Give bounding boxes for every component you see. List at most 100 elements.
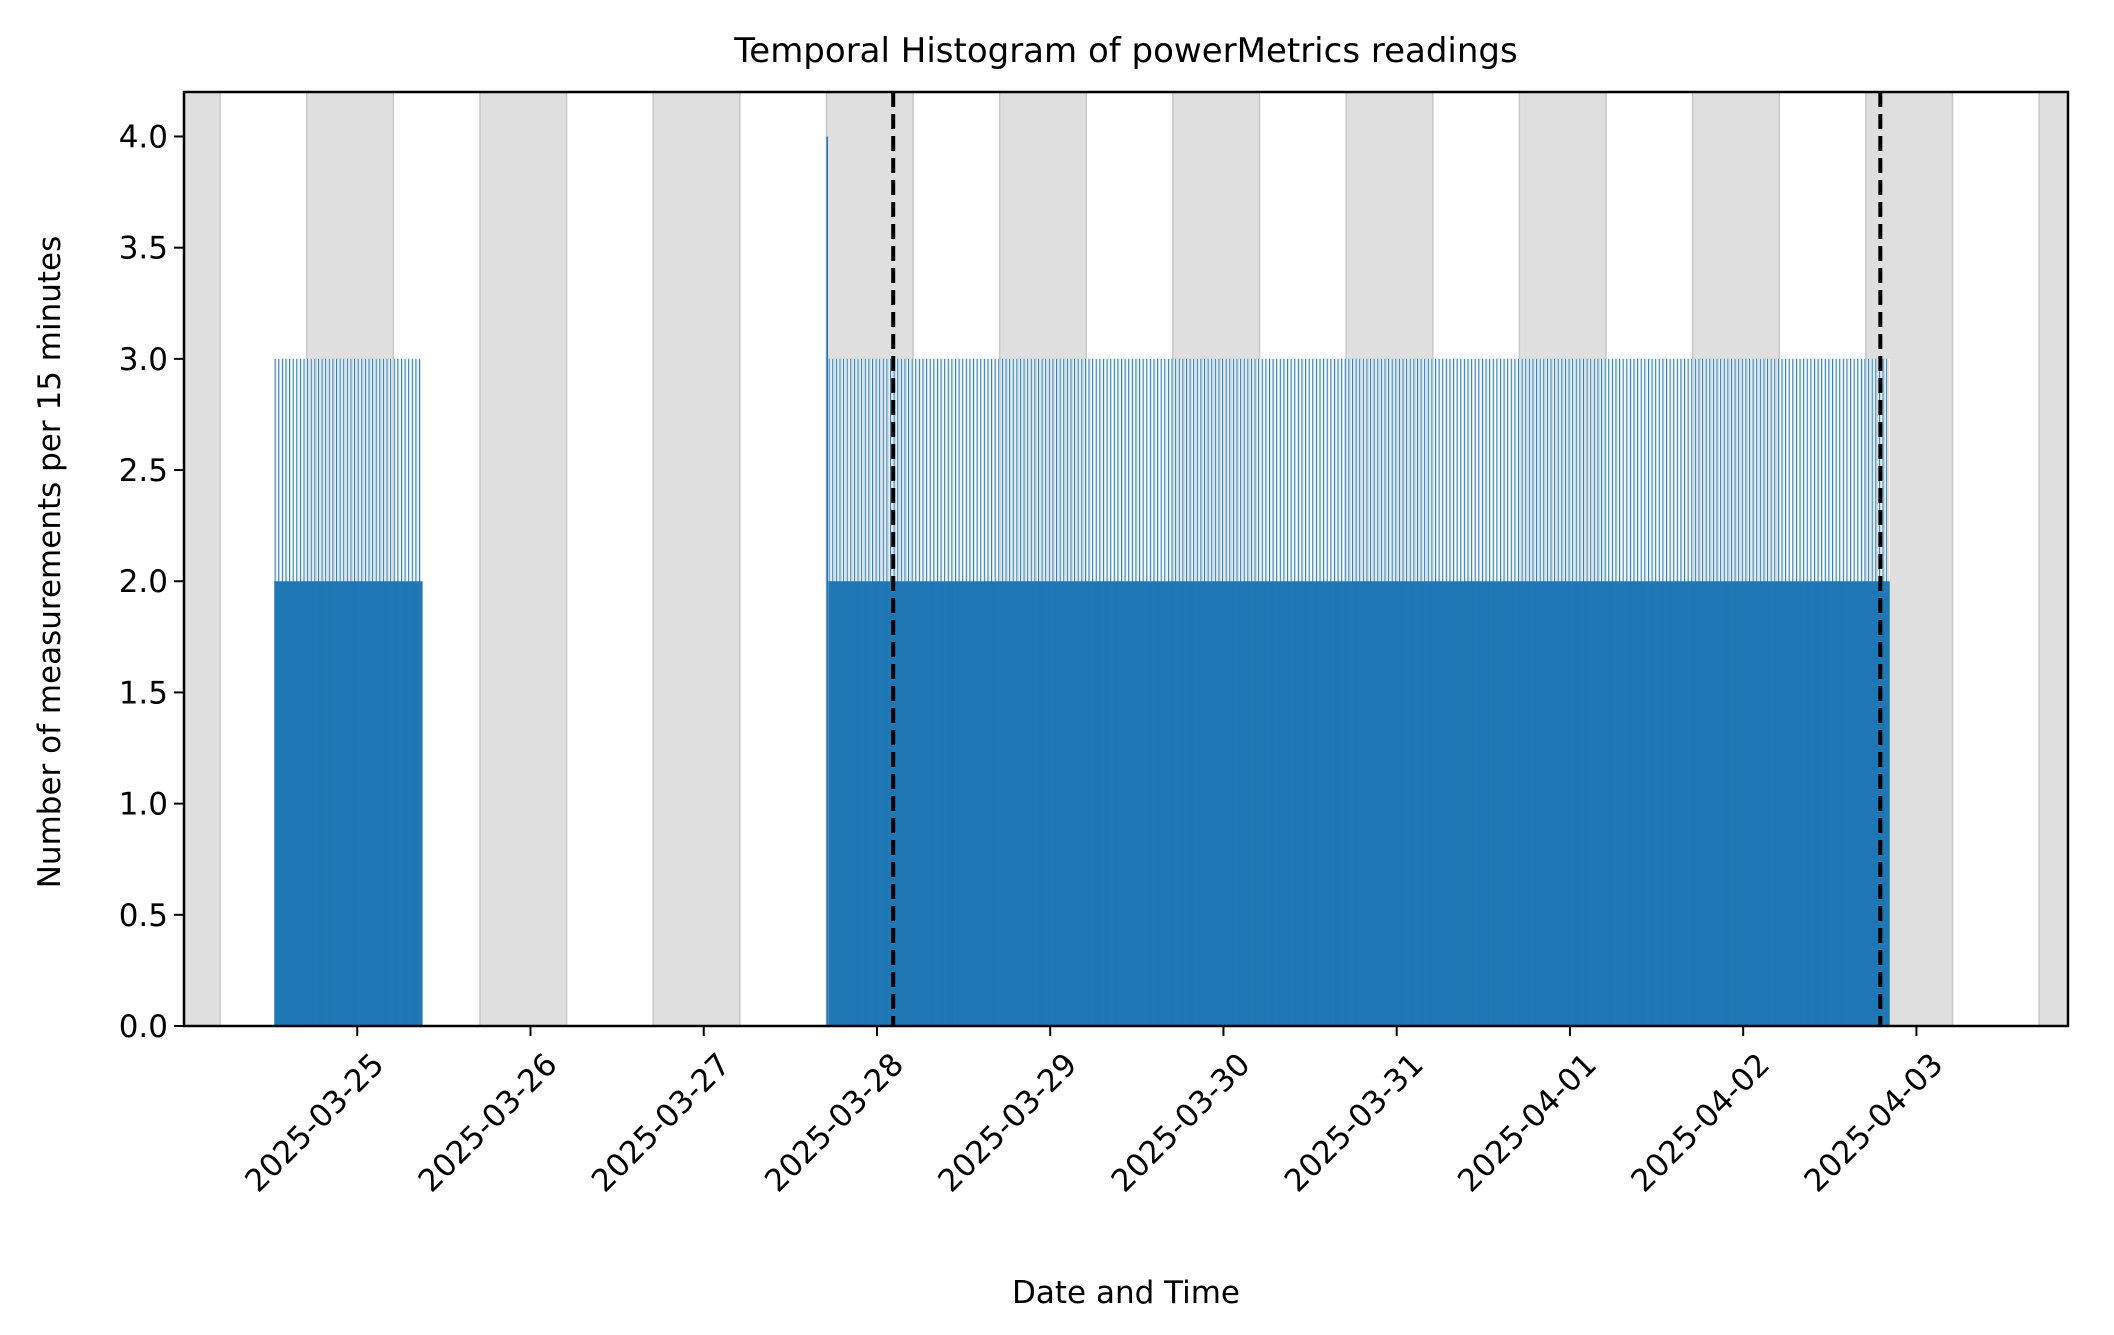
histogram-bar [1748,358,1751,1026]
histogram-bar [1070,358,1073,1026]
histogram-bar [1234,581,1237,1026]
histogram-bar [1665,358,1668,1026]
histogram-bar [1068,581,1071,1026]
histogram-bar [828,358,831,1026]
histogram-bar [976,358,979,1026]
histogram-bar [1322,358,1325,1026]
histogram-bar [1268,358,1271,1026]
histogram-bar [1418,581,1421,1026]
histogram-bar [1486,581,1490,1026]
histogram-bar [1158,581,1161,1026]
histogram-bar [1048,358,1051,1026]
histogram-bar [840,581,844,1026]
histogram-bar [1288,581,1291,1026]
histogram-bar [1113,358,1116,1026]
histogram-bar [1385,581,1389,1026]
histogram-bar [1190,581,1194,1026]
histogram-bar [1145,358,1149,1026]
histogram-bar [1360,581,1363,1026]
histogram-bar [1400,581,1403,1026]
histogram-bar [1578,358,1582,1026]
histogram-bar [1609,581,1612,1026]
histogram-bar [357,358,360,1026]
histogram-bar [330,581,333,1026]
histogram-bar [1196,358,1199,1026]
histogram-bar [1387,358,1390,1026]
histogram-bar [1349,581,1352,1026]
histogram-bar [1216,581,1219,1026]
histogram-bar [1223,581,1226,1026]
histogram-bar [1611,358,1614,1026]
x-tick-label: 2025-03-29 [931,1047,1084,1200]
histogram-bar [1026,358,1029,1026]
histogram-bar [920,581,923,1026]
histogram-bar [940,358,943,1026]
histogram-bar [909,581,912,1026]
histogram-bar [1324,581,1327,1026]
histogram-bar [1847,581,1851,1026]
histogram-bar [1449,358,1452,1026]
histogram-bar [1279,358,1282,1026]
histogram-bar [929,358,932,1026]
histogram-bar [274,358,277,1026]
histogram-bar [1353,581,1356,1026]
histogram-bar [1445,358,1448,1026]
histogram-bar [1338,581,1342,1026]
histogram-bar [1023,358,1026,1026]
histogram-bar [1856,358,1860,1026]
histogram-bar [362,581,365,1026]
histogram-bar [1131,358,1134,1026]
histogram-bar [1528,358,1531,1026]
histogram-bar [895,581,898,1026]
histogram-bar [1627,581,1630,1026]
histogram-bar [974,581,977,1026]
histogram-bar [1057,581,1060,1026]
histogram-bar [1165,581,1168,1026]
y-tick-label: 0.5 [119,898,168,934]
histogram-bar [1098,358,1102,1026]
histogram-bar [1741,358,1744,1026]
histogram-bar [1643,358,1647,1026]
histogram-bar [1286,358,1289,1026]
histogram-bar [918,358,921,1026]
histogram-bar [1052,358,1055,1026]
histogram-bar [1209,581,1212,1026]
histogram-bar [1427,358,1430,1026]
histogram-bar [1743,581,1746,1026]
histogram-bar [1510,358,1513,1026]
histogram-bar [333,581,336,1026]
histogram-bar [1770,358,1773,1026]
y-tick-label: 2.0 [119,564,168,600]
histogram-bar [1873,581,1876,1026]
x-axis-label: Date and Time [1012,1275,1240,1311]
y-axis-ticks: 0.0 0.5 1.0 1.5 2.0 2.5 3.0 3.5 4.0 [119,119,184,1045]
histogram-bar [905,581,909,1026]
histogram-bar [1577,581,1580,1026]
histogram-bar [1181,358,1185,1026]
histogram-bar [1625,358,1629,1026]
histogram-bar [1775,581,1778,1026]
histogram-bar [1006,581,1010,1026]
histogram-bar [286,581,290,1026]
histogram-bar [1849,358,1852,1026]
histogram-bar [283,581,286,1026]
histogram-bar [885,358,889,1026]
y-tick-label: 2.5 [119,453,168,489]
histogram-bar [1618,358,1621,1026]
histogram-bar [1779,581,1782,1026]
histogram-bar [405,581,409,1026]
histogram-bar [1266,581,1269,1026]
histogram-bar [1230,581,1233,1026]
histogram-bar [317,358,320,1026]
histogram-bar [1425,581,1428,1026]
histogram-bar [1759,358,1762,1026]
histogram-bar [1725,581,1728,1026]
histogram-bar [1017,581,1020,1026]
histogram-bar [1073,358,1076,1026]
histogram-bar [869,581,872,1026]
histogram-bar [1429,581,1432,1026]
histogram-bar [277,358,281,1026]
histogram-bar [884,581,887,1026]
y-tick-label: 1.0 [119,787,168,823]
histogram-bar [1032,581,1035,1026]
